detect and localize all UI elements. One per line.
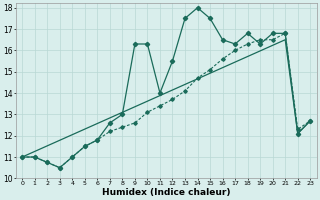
- X-axis label: Humidex (Indice chaleur): Humidex (Indice chaleur): [102, 188, 230, 197]
